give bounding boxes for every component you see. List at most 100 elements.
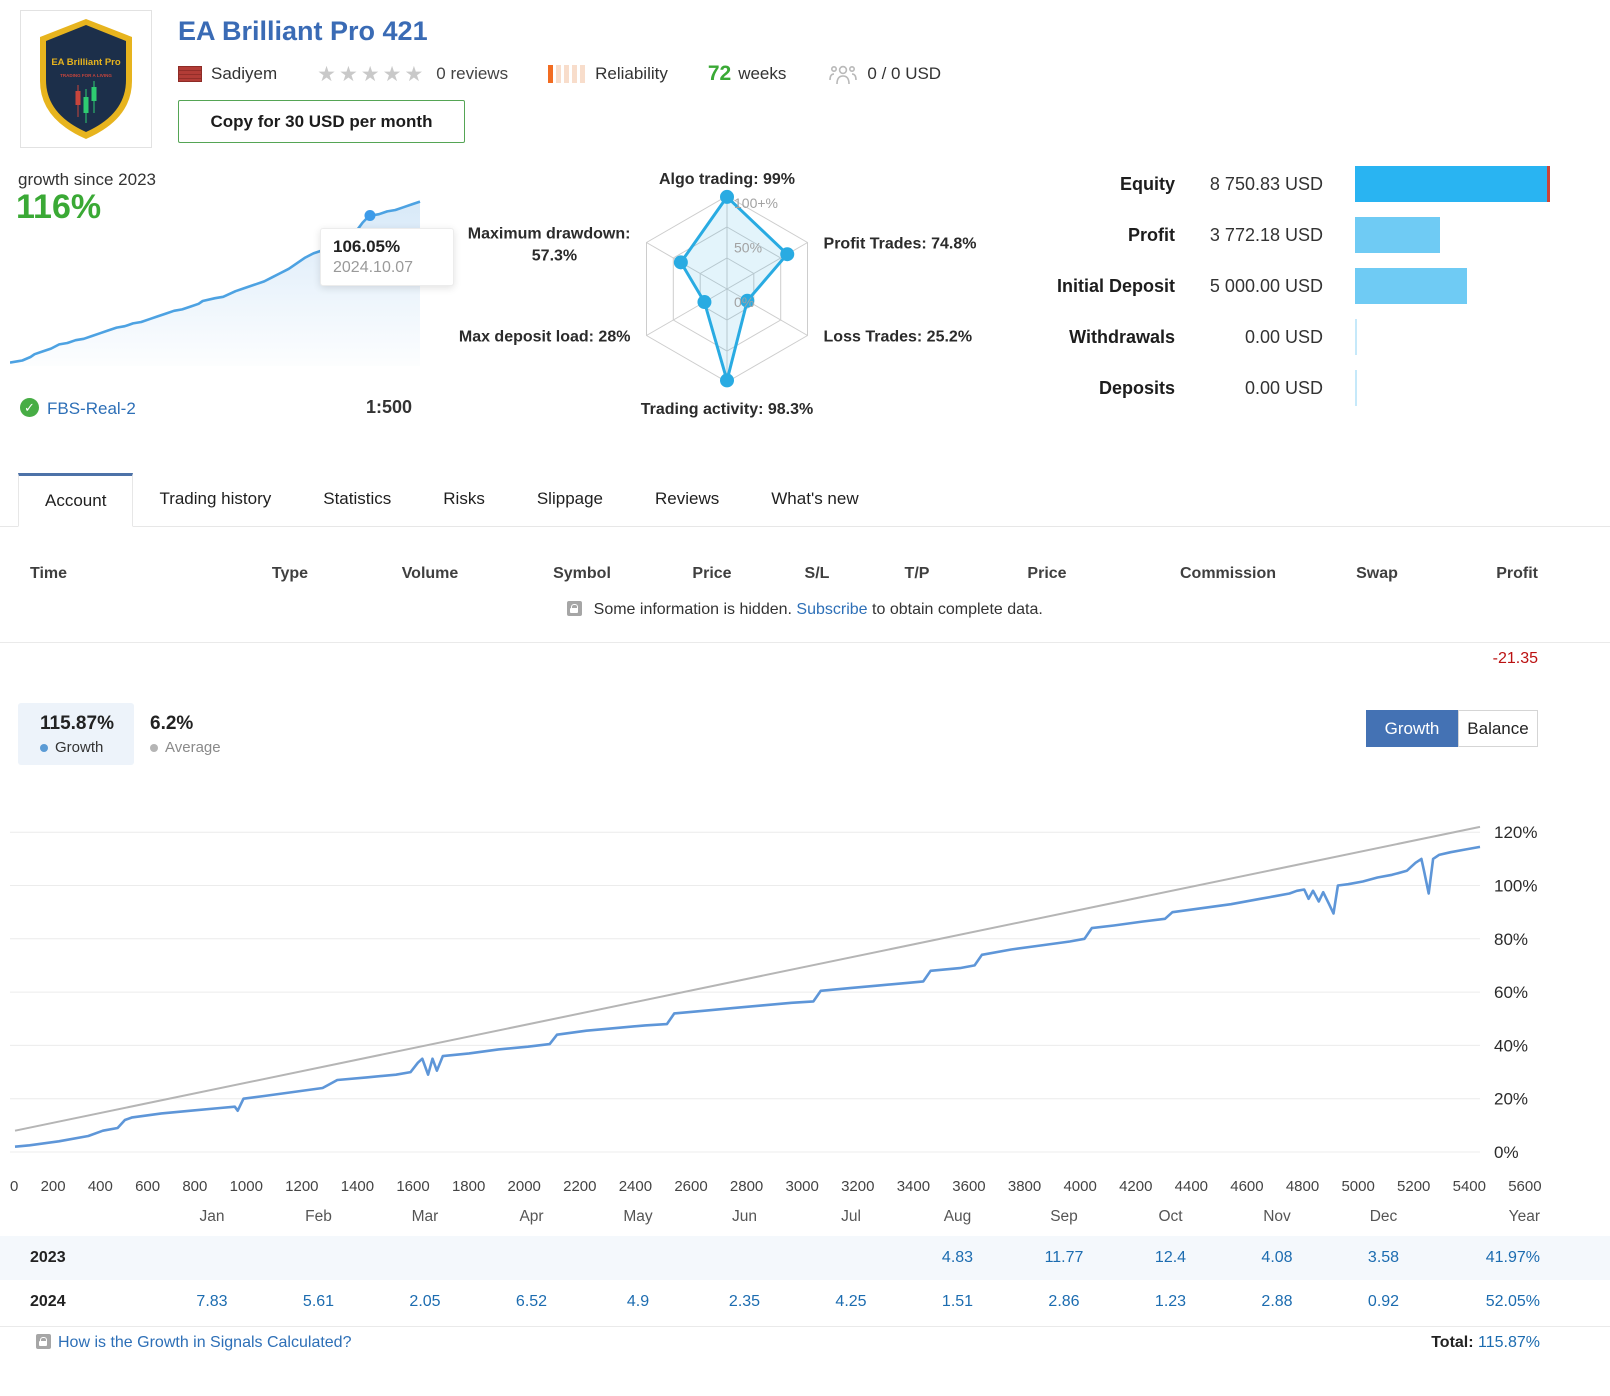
growth-dot-icon xyxy=(40,743,48,752)
year-column-label: Year xyxy=(1508,1208,1540,1225)
monthly-growth-value: 5.61 xyxy=(302,1293,335,1310)
signal-meta-row: Sadiyem ★★★★★ 0 reviews Reliability 72 w… xyxy=(178,60,941,88)
tab-statistics[interactable]: Statistics xyxy=(323,489,392,508)
radar-axis-label: Trading activity: 98.3% xyxy=(641,401,814,418)
trade-profit-value: -21.35 xyxy=(1492,650,1538,667)
growth-help-link[interactable]: How is the Growth in Signals Calculated? xyxy=(36,1334,351,1352)
radar-grid-spoke xyxy=(726,288,808,336)
radar-data-dot xyxy=(697,295,712,310)
radar-data-dot xyxy=(740,293,755,308)
radar-axis-label: Loss Trades: 25.2% xyxy=(824,329,973,346)
tab-account[interactable]: Account xyxy=(18,473,134,527)
month-label: Jan xyxy=(199,1208,225,1225)
average-legend-label: Average xyxy=(165,739,221,756)
x-axis-tick: 5400 xyxy=(1452,1178,1486,1195)
radar-data-dot xyxy=(720,373,734,388)
stat-value: 8 750.83 USD xyxy=(1209,174,1323,194)
tab-slippage[interactable]: Slippage xyxy=(536,489,604,508)
months-header-row: Jan Feb Mar Apr May Jun Jul Aug Sep Oct Nov Dec Year xyxy=(0,1200,1610,1234)
column-header: Swap xyxy=(1356,565,1398,582)
y-axis-label: 20% xyxy=(1494,1090,1528,1109)
radar-axis-label: Max deposit load: 28% xyxy=(459,329,631,346)
author-link[interactable]: Sadiyem xyxy=(211,64,278,83)
x-axis-tick: 2200 xyxy=(563,1178,597,1195)
x-axis-tick: 400 xyxy=(87,1178,113,1195)
signal-logo: EA Brilliant Pro TRADING FOR A LIVING xyxy=(20,10,152,148)
x-axis-tick: 4200 xyxy=(1119,1178,1153,1195)
average-percent: 6.2% xyxy=(150,713,194,734)
column-header: Symbol xyxy=(553,565,611,582)
y-axis-label: 0% xyxy=(1494,1143,1519,1162)
total-growth: Total: 115.87% xyxy=(1431,1334,1540,1352)
tab-trading-history[interactable]: Trading history xyxy=(159,489,272,508)
monthly-growth-value: 2.05 xyxy=(409,1293,441,1310)
growth-mini-chart[interactable] xyxy=(10,196,422,368)
average-legend[interactable]: 6.2% Average xyxy=(148,703,231,765)
total-value: 115.87% xyxy=(1478,1334,1540,1351)
x-axis-tick: 5200 xyxy=(1397,1178,1431,1195)
leverage-value: 1:500 xyxy=(366,397,413,417)
stat-value: 0.00 USD xyxy=(1244,378,1323,398)
rating-stars-icon: ★★★★★ xyxy=(317,62,427,86)
lock-icon xyxy=(567,601,583,616)
month-label: Oct xyxy=(1158,1208,1183,1225)
y-axis-label: 60% xyxy=(1494,983,1528,1002)
y-axis-label: 40% xyxy=(1494,1036,1528,1055)
radar-data-dot xyxy=(780,247,795,262)
monthly-growth-value: 4.25 xyxy=(835,1293,867,1310)
subscribers-icon xyxy=(828,64,858,85)
growth-legend[interactable]: 115.87% Growth xyxy=(18,703,134,765)
x-axis-tick: 2800 xyxy=(729,1178,764,1195)
x-axis-tick: 2000 xyxy=(507,1178,541,1195)
mini-chart-marker-dot xyxy=(364,210,376,222)
row-year-label: 2024 xyxy=(30,1293,66,1310)
month-label: Sep xyxy=(1050,1208,1078,1225)
radar-axis-label: Profit Trades: 74.8% xyxy=(824,236,977,253)
verified-check-icon: ✓ xyxy=(20,398,39,417)
tab-risks[interactable]: Risks xyxy=(443,489,485,508)
stat-value: 0.00 USD xyxy=(1244,327,1323,347)
x-axis-tick: 4800 xyxy=(1285,1178,1320,1195)
tab-what-s-new[interactable]: What's new xyxy=(771,489,859,508)
radar-axis-label-line2: 57.3% xyxy=(532,248,577,265)
x-axis-tick: 1000 xyxy=(229,1178,263,1195)
notice-text: Some information is hidden. xyxy=(593,601,792,618)
column-header: S/L xyxy=(804,565,830,582)
tab-reviews[interactable]: Reviews xyxy=(655,489,720,508)
column-header: Price xyxy=(1027,565,1067,582)
x-axis-tick: 1200 xyxy=(285,1178,319,1195)
tab-bar: Account Trading history Statistics Risks Sli… xyxy=(0,470,1610,527)
copy-signal-button[interactable]: Copy for 30 USD per month xyxy=(178,100,465,143)
average-trend-line xyxy=(14,825,1481,1132)
radar-grid-spoke xyxy=(646,288,728,336)
balance-view-button[interactable]: Balance xyxy=(1458,710,1538,747)
tooltip-date: 2024.10.07 xyxy=(333,259,414,276)
growth-since-value: 116% xyxy=(16,188,102,226)
growth-main-chart[interactable]: 0% 20% 40% 60% 80% 100% 120% xyxy=(10,795,1590,1170)
column-header: Type xyxy=(271,565,309,582)
average-dot-icon xyxy=(150,743,158,752)
row-year-label: 2023 xyxy=(30,1249,66,1266)
column-header: Time xyxy=(30,565,68,582)
author-country-flag-icon xyxy=(178,66,202,82)
x-axis-tick: 3800 xyxy=(1007,1178,1042,1195)
radar-ring-label: 100+% xyxy=(734,195,778,211)
monthly-growth-value: 6.52 xyxy=(515,1293,548,1310)
chart-tooltip: 106.05% 2024.10.07 xyxy=(320,228,454,286)
svg-text:EA Brilliant Pro: EA Brilliant Pro xyxy=(51,57,121,68)
hidden-info-notice: Some information is hidden. Subscribe to… xyxy=(0,601,1610,619)
growth-view-button[interactable]: Growth xyxy=(1366,710,1458,747)
subscribe-link[interactable]: Subscribe xyxy=(796,601,868,618)
column-header: Commission xyxy=(1179,565,1277,582)
monthly-growth-value: 12.4 xyxy=(1154,1249,1187,1266)
x-axis-tick: 1800 xyxy=(451,1178,486,1195)
stat-bar xyxy=(1355,217,1440,253)
x-axis-tick: 1600 xyxy=(396,1178,430,1195)
monthly-growth-value: 4.9 xyxy=(626,1293,650,1310)
radar-axis-label: Algo trading: 99% xyxy=(659,171,795,188)
broker-server-link[interactable]: FBS-Real-2 xyxy=(47,399,136,418)
month-label: May xyxy=(623,1208,653,1225)
y-axis-label: 120% xyxy=(1494,823,1537,842)
monthly-growth-value: 1.51 xyxy=(941,1293,974,1310)
x-axis-tick: 3200 xyxy=(841,1178,875,1195)
